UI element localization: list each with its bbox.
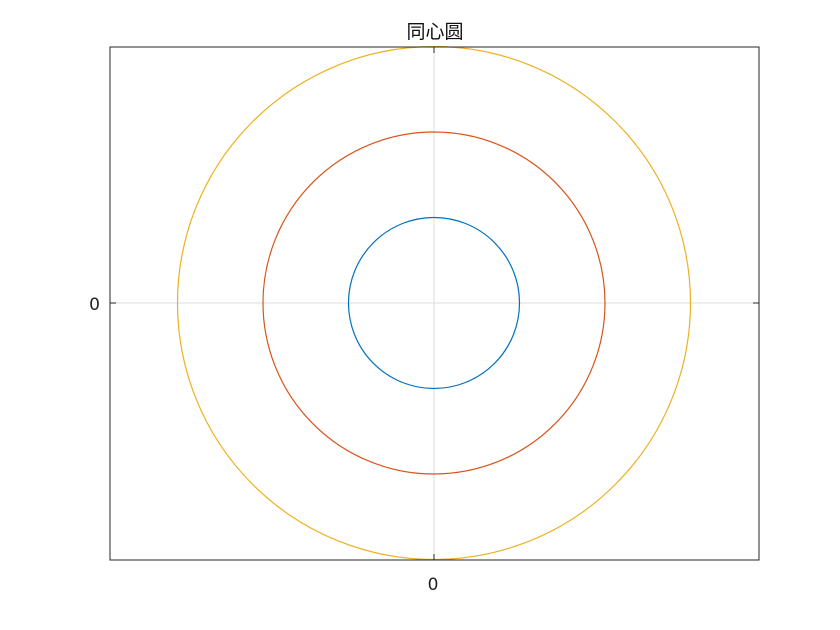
series-circle-2 [262, 131, 606, 475]
plot-area [109, 45, 760, 561]
x-tick-label-0: 0 [428, 575, 439, 595]
chart-title: 同心圆 [406, 21, 463, 43]
series-circle-1 [347, 216, 521, 390]
y-tick-label-0: 0 [89, 295, 100, 315]
